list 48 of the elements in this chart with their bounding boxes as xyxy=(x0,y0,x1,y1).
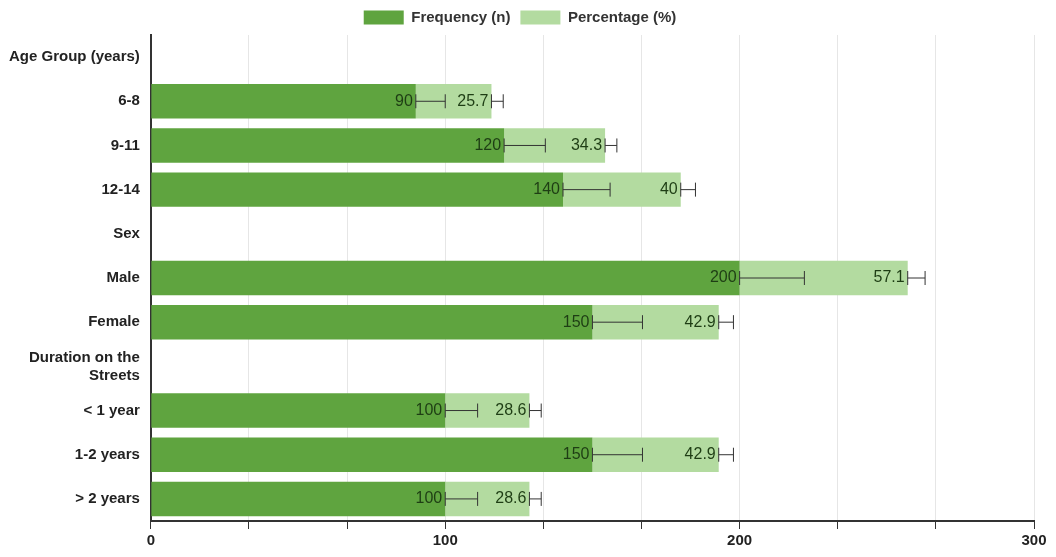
data-label: 140 xyxy=(533,180,561,198)
data-label: 40 xyxy=(659,180,678,198)
y-tick-label: < 1 year xyxy=(83,400,141,418)
bar xyxy=(151,128,505,163)
bar xyxy=(151,84,416,119)
bar xyxy=(592,304,719,340)
bar xyxy=(415,84,492,119)
bar xyxy=(504,128,606,163)
bar xyxy=(151,260,740,296)
data-label: 100 xyxy=(415,489,443,507)
bar xyxy=(592,437,719,472)
bar xyxy=(562,172,681,207)
bar xyxy=(151,304,593,340)
data-label: 150 xyxy=(562,312,590,330)
y-tick-label: 6-8 xyxy=(118,91,140,109)
y-tick-label: > 2 years xyxy=(75,489,140,507)
bar xyxy=(151,437,593,472)
x-tick-label: 100 xyxy=(432,531,458,549)
data-label: 28.6 xyxy=(495,400,527,418)
bar xyxy=(445,393,530,428)
bar xyxy=(151,393,446,428)
data-label: 25.7 xyxy=(457,91,489,109)
y-tick-label: 12-14 xyxy=(101,179,141,197)
legend-label: Percentage (%) xyxy=(567,7,677,25)
data-label: 42.9 xyxy=(684,445,716,463)
y-tick-label: Male xyxy=(106,268,140,286)
data-label: 100 xyxy=(415,400,443,418)
x-tick-label: 0 xyxy=(146,531,156,549)
data-label: 28.6 xyxy=(495,489,527,507)
y-tick-label: Female xyxy=(88,312,140,330)
data-label: 120 xyxy=(474,135,502,153)
data-label: 42.9 xyxy=(684,312,716,330)
bar xyxy=(151,172,563,207)
bar xyxy=(151,481,446,517)
y-tick-label: 9-11 xyxy=(110,135,140,153)
data-label: 150 xyxy=(562,445,590,463)
data-label: 200 xyxy=(709,268,737,286)
data-label: 34.3 xyxy=(570,135,603,153)
y-tick-label: Duration on the Streets xyxy=(29,347,140,383)
legend-label: Frequency (n) xyxy=(411,7,511,25)
y-tick-label: Sex xyxy=(113,223,141,241)
data-label: 90 xyxy=(395,91,413,109)
x-tick-label: 300 xyxy=(1021,531,1047,549)
y-tick-label: Age Group (years) xyxy=(8,47,140,65)
bar xyxy=(739,260,908,296)
x-tick-label: 200 xyxy=(727,531,753,549)
y-tick-label: 1-2 years xyxy=(74,444,140,462)
data-label: 57.1 xyxy=(873,268,905,286)
